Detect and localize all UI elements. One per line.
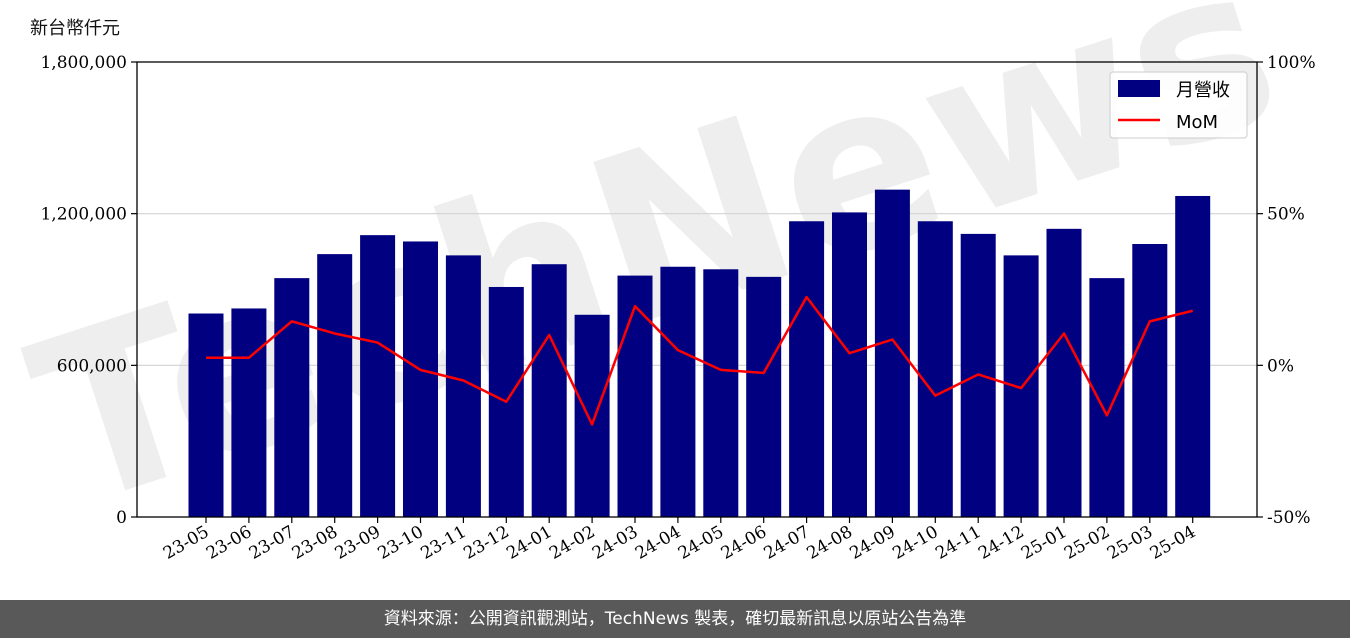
x-tick-label-24-07: 24-07: [761, 522, 813, 564]
x-tick-label-24-04: 24-04: [632, 522, 684, 564]
legend-swatch-revenue: [1118, 80, 1160, 97]
left-tick-label: 1,200,000: [40, 205, 127, 225]
bar-23-08: [317, 254, 353, 517]
x-tick-label-23-12: 23-12: [460, 522, 512, 564]
x-tick-label-24-01: 24-01: [503, 522, 555, 564]
x-tick-label-23-06: 23-06: [203, 522, 255, 564]
bar-24-06: [746, 276, 782, 517]
x-tick-label-23-09: 23-09: [332, 522, 384, 564]
x-tick-label-24-03: 24-03: [589, 522, 641, 564]
x-tick-label-25-01: 25-01: [1018, 522, 1070, 564]
bar-23-07: [274, 278, 310, 517]
right-tick-label: 100%: [1267, 53, 1316, 73]
bar-23-09: [360, 235, 396, 517]
bar-24-05: [703, 269, 739, 517]
bar-24-10: [917, 221, 953, 517]
bar-25-02: [1089, 278, 1125, 517]
right-tick-label: -50%: [1267, 508, 1311, 528]
x-tick-label-23-08: 23-08: [289, 522, 341, 564]
right-tick-label: 50%: [1267, 205, 1305, 225]
x-tick-label-24-05: 24-05: [675, 522, 727, 564]
bar-25-01: [1046, 228, 1082, 518]
bar-25-04: [1175, 195, 1211, 517]
x-tick-label-24-12: 24-12: [975, 522, 1027, 564]
bar-24-09: [874, 189, 910, 517]
x-tick-label-24-09: 24-09: [846, 522, 898, 564]
bar-24-07: [789, 221, 825, 517]
x-tick-label-24-02: 24-02: [546, 522, 598, 564]
x-tick-label-25-02: 25-02: [1061, 522, 1113, 564]
left-tick-label: 1,800,000: [40, 53, 127, 73]
unit-label: 新台幣仟元: [30, 18, 120, 39]
bar-23-10: [403, 241, 438, 517]
legend: 月營收 MoM: [1109, 71, 1248, 139]
x-tick-label-24-10: 24-10: [889, 522, 941, 564]
x-tick-label-24-08: 24-08: [804, 522, 856, 564]
bar-24-04: [660, 266, 696, 517]
bar-23-06: [231, 308, 267, 517]
legend-label-revenue: 月營收: [1176, 80, 1230, 101]
left-tick-label: 0: [116, 508, 127, 528]
bar-25-03: [1132, 244, 1168, 517]
bar-24-03: [617, 275, 653, 517]
x-tick-label-24-06: 24-06: [718, 522, 770, 564]
bar-24-01: [531, 264, 567, 517]
source-footer: 資料來源：公開資訊觀測站，TechNews 製表，確切最新訊息以原站公告為準: [0, 600, 1350, 638]
mom-line: [206, 295, 1194, 426]
revenue-chart: TechNews 0600,0001,200,0001,800,000-50%0…: [6, 0, 1316, 564]
bar-23-05: [188, 313, 224, 517]
x-tick-label-23-10: 23-10: [375, 522, 427, 564]
bar-24-08: [832, 212, 867, 517]
x-tick-label-23-11: 23-11: [417, 522, 469, 564]
bar-24-02: [574, 314, 610, 517]
x-tick-label-23-07: 23-07: [246, 522, 298, 564]
left-tick-label: 600,000: [57, 356, 127, 376]
x-tick-label-24-11: 24-11: [932, 522, 984, 564]
x-tick-label-25-04: 25-04: [1147, 522, 1199, 564]
x-tick-label-25-03: 25-03: [1104, 522, 1156, 564]
right-tick-label: 0%: [1267, 356, 1294, 376]
legend-label-mom: MoM: [1176, 112, 1218, 133]
plot-frame: [136, 61, 1258, 518]
